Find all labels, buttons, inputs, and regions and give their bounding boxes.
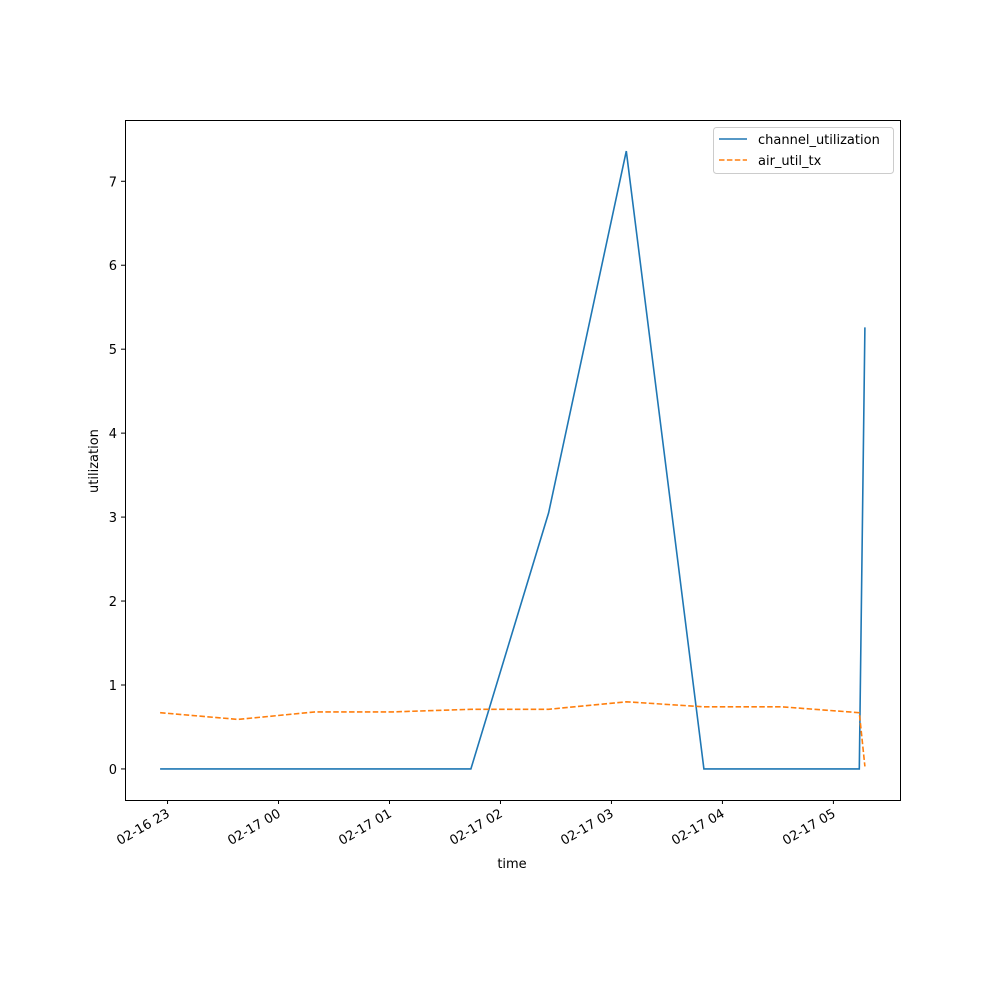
y-tick-label: 3 [109,511,117,526]
y-axis-ticks: 0 1 2 3 4 5 6 7 [109,175,125,778]
legend-label-air-util-tx: air_util_tx [758,154,822,169]
y-tick-label: 4 [109,427,117,442]
x-tick-label: 02-16 23 [114,806,172,848]
y-tick-label: 2 [109,595,117,610]
x-axis-ticks: 02-16 23 02-17 00 02-17 01 02-17 02 02-17 03… [114,800,838,849]
series-line-channel-utilization [160,150,866,770]
x-tick-label: 02-17 00 [225,806,283,848]
y-tick-label: 1 [109,679,117,694]
y-axis-label: utilization [87,429,102,493]
x-axis-label: time [497,857,526,872]
y-tick-label: 7 [109,175,117,190]
x-tick-label: 02-17 03 [558,806,616,848]
legend: channel_utilization air_util_tx [713,127,894,174]
axes-frame [125,120,901,801]
y-tick-label: 5 [109,343,117,358]
x-tick-label: 02-17 02 [447,806,505,848]
y-tick-label: 0 [109,763,117,778]
series-lines [160,150,866,770]
x-tick-label: 02-17 01 [336,806,394,848]
legend-box [713,127,894,174]
x-tick-label: 02-17 05 [780,806,838,848]
y-tick-label: 6 [109,259,117,274]
x-tick-label: 02-17 04 [669,806,727,848]
legend-label-channel-utilization: channel_utilization [758,133,880,148]
series-line-air-util-tx [160,700,866,767]
